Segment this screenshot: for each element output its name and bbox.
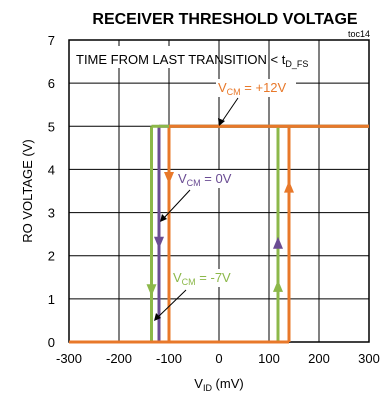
x-tick-label: 300 [358, 351, 380, 366]
annotation-minus7v-main: V [173, 270, 182, 285]
x-tick-label: -300 [56, 351, 82, 366]
y-tick-label: 7 [48, 33, 55, 48]
annotation-12v-sub: CM [227, 87, 241, 97]
x-tick-label: 100 [258, 351, 280, 366]
green-up-arrow [273, 279, 283, 292]
purple-down-arrow [154, 236, 164, 249]
y-tick-label: 1 [48, 292, 55, 307]
y-tick-label: 3 [48, 206, 55, 221]
series-top-levels [69, 124, 369, 344]
condition-text-prefix: TIME FROM LAST TRANSITION < t [76, 52, 286, 67]
series-layer [69, 124, 369, 344]
x-tick-label: -100 [156, 351, 182, 366]
condition-box-bg [73, 46, 197, 68]
annotation-12v-value: = +12V [241, 80, 287, 95]
annotation-minus7v-bg [171, 269, 241, 287]
annotation-12v-label: VCM = +12V [218, 80, 287, 97]
y-tick-label: 4 [48, 162, 55, 177]
y-tick-label: 5 [48, 119, 55, 134]
y-tick-label: 6 [48, 76, 55, 91]
x-tick-label: 0 [215, 351, 222, 366]
chart-title: RECEIVER THRESHOLD VOLTAGE [92, 11, 358, 28]
condition-text: TIME FROM LAST TRANSITION < tD_FS [76, 52, 308, 69]
annotation-minus7v: VCM = -7V [154, 269, 241, 321]
annotation-0v-arrowhead [160, 214, 167, 222]
annotation-0v-label: VCM = 0V [178, 171, 232, 188]
x-tick-labels: -300 -200 -100 0 100 200 300 [56, 351, 380, 366]
orange-down-arrow [164, 172, 174, 185]
annotation-12v-arrowhead [218, 118, 225, 126]
purple-up-arrow [273, 236, 283, 249]
y-tick-labels: 0 1 2 3 4 5 6 7 [48, 33, 55, 350]
y-tick-label: 0 [48, 335, 55, 350]
x-axis-title-suffix: (mV) [212, 376, 244, 391]
y-tick-label: 2 [48, 249, 55, 264]
figure-id: toc14 [348, 29, 370, 39]
annotation-0v: VCM = 0V [160, 170, 244, 222]
annotation-minus7v-value: = -7V [196, 270, 231, 285]
annotation-12v-bg [216, 79, 296, 97]
annotation-minus7v-arrowhead [154, 313, 161, 321]
annotation-0v-leader [162, 189, 191, 220]
annotation-minus7v-label: VCM = -7V [173, 270, 231, 287]
annotation-minus7v-leader [156, 289, 187, 319]
annotation-12v-main: V [218, 80, 227, 95]
x-axis-title-main: V [194, 376, 203, 391]
annotation-0v-bg [176, 170, 244, 188]
annotation-0v-main: V [178, 171, 187, 186]
x-tick-label: 200 [308, 351, 330, 366]
annotation-0v-sub: CM [187, 178, 201, 188]
annotation-12v-leader [220, 97, 239, 124]
x-tick-label: -200 [106, 351, 132, 366]
x-axis-title-sub: ID [203, 383, 213, 393]
x-axis-title: VID (mV) [194, 376, 243, 393]
annotation-12v: VCM = +12V [216, 79, 296, 126]
y-axis-title: RO VOLTAGE (V) [20, 139, 35, 243]
orange-up-arrow [284, 180, 294, 193]
condition-text-sub: D_FS [285, 59, 308, 69]
annotation-0v-value: = 0V [201, 171, 232, 186]
green-down-arrow [146, 284, 157, 297]
annotation-minus7v-sub: CM [182, 277, 196, 287]
